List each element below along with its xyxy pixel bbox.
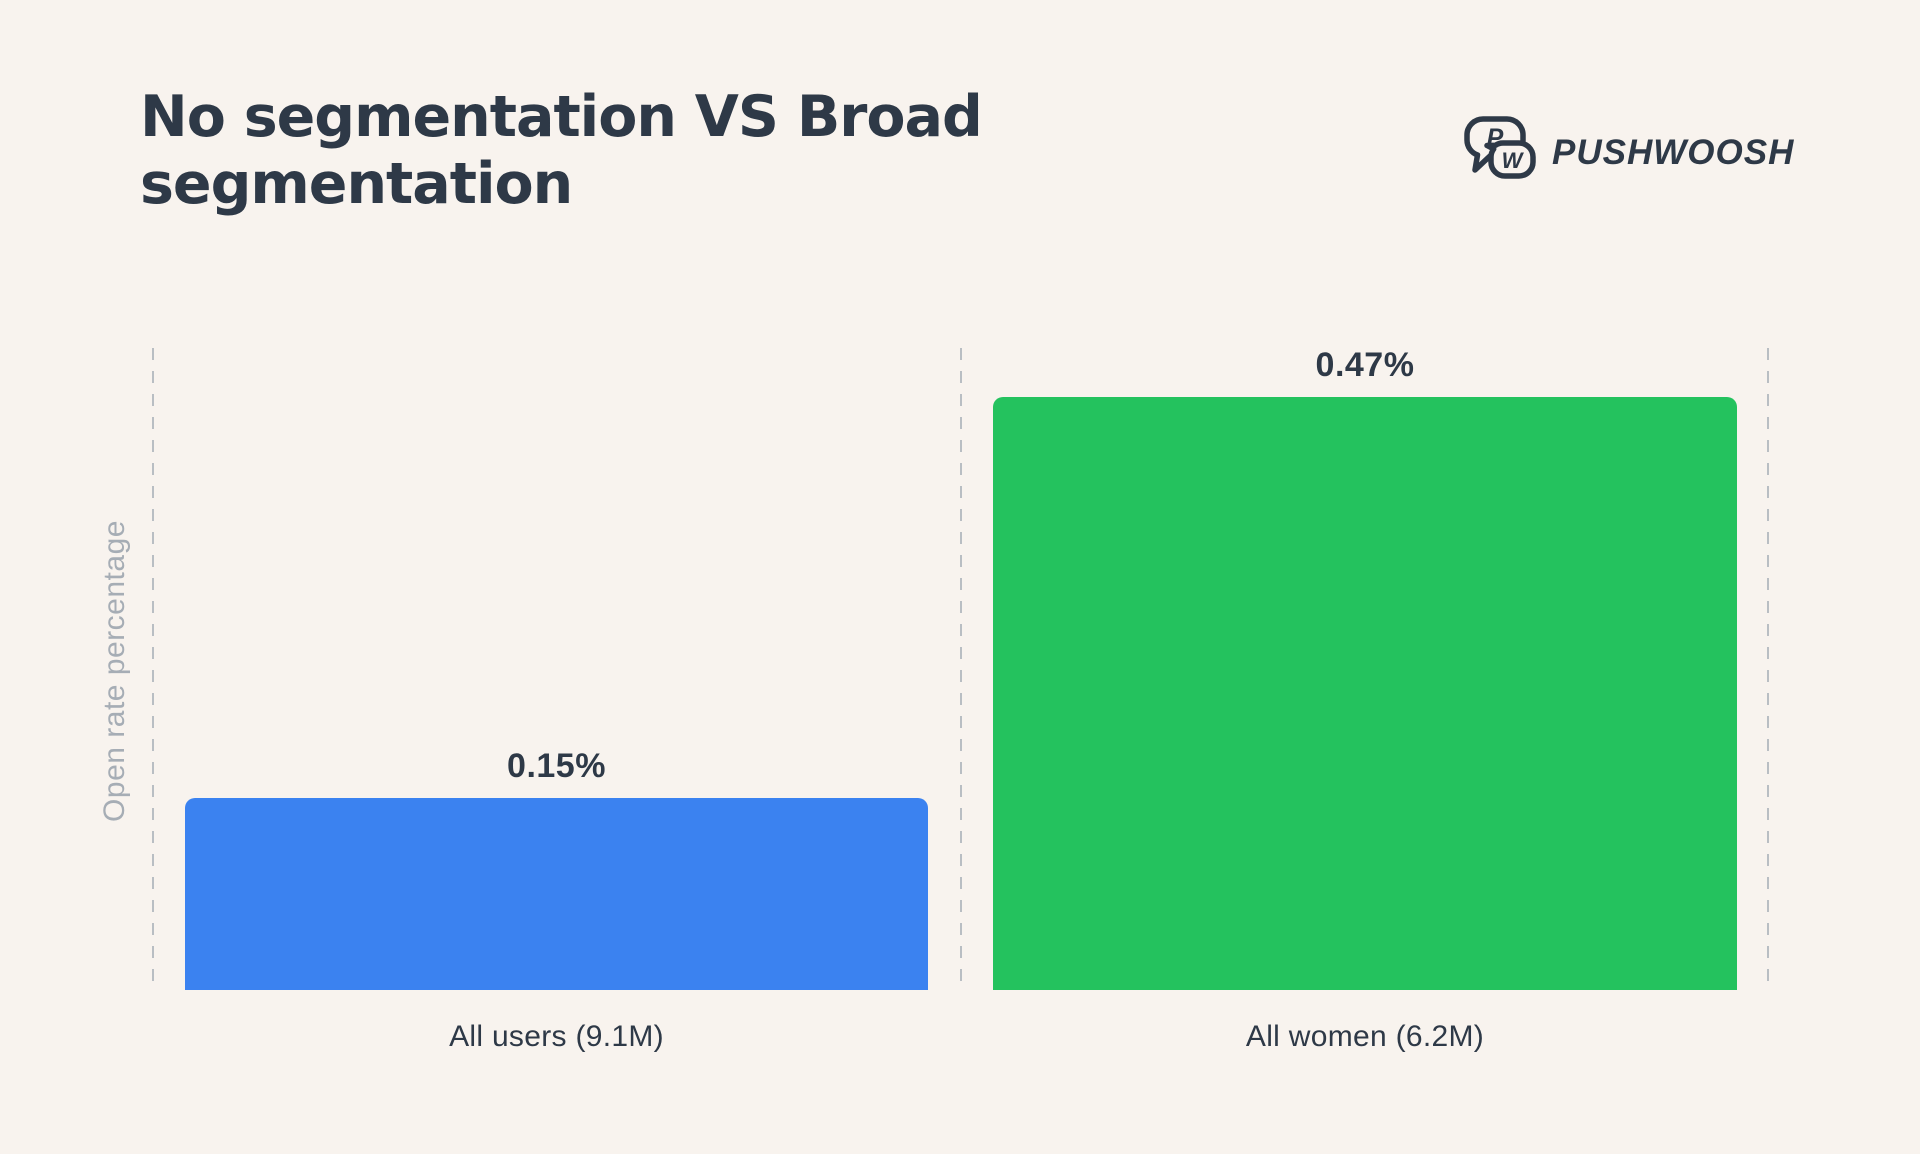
bar-group-all-women: 0.47% [993,348,1737,990]
bar [993,397,1737,990]
y-axis-label: Open rate percentage [98,520,131,822]
plot-area: 0.15% 0.47% [152,348,1769,990]
x-axis-category-label: All users (9.1M) [449,1020,664,1053]
bar [185,798,928,990]
pushwoosh-logo-wordmark: PUSHWOOSH [1552,133,1795,172]
page-title: No segmentation VS Broad segmentation [140,84,983,218]
bar-value-label: 0.15% [507,747,606,785]
logo-letter-w: W [1502,148,1525,173]
pushwoosh-logo: P W PUSHWOOSH [1462,114,1794,192]
pushwoosh-logo-icon: P W [1464,116,1536,179]
grid-line-middle [960,348,962,990]
bar-group-all-users: 0.15% [185,348,928,990]
grid-line-left [152,348,154,990]
bar-value-label: 0.47% [1315,346,1415,384]
grid-line-right [1767,348,1769,990]
x-axis-category-label: All women (6.2M) [1245,1020,1485,1053]
